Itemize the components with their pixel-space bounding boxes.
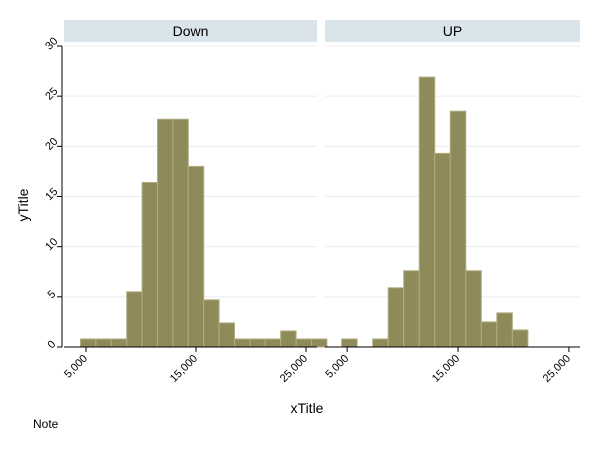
y-tick-label: 15: [43, 186, 60, 203]
histogram-bar: [172, 118, 189, 348]
x-axis-title: xTitle: [291, 400, 324, 416]
x-tick-label: 5,000: [62, 353, 90, 381]
histogram-bar: [249, 338, 266, 348]
panel-up: UP 5,000 15,000 25,000: [323, 20, 580, 385]
histogram-bar: [295, 338, 313, 348]
panel-strip: [325, 20, 580, 42]
x-tick-label: 15,000: [430, 353, 462, 385]
histogram-bar: [403, 270, 420, 348]
histogram-bar: [141, 181, 159, 348]
histogram-bar: [264, 338, 282, 348]
panel-down: Down 5,000 15,000 25,000: [62, 20, 328, 385]
histogram-bar: [95, 338, 112, 348]
x-tick-label: 15,000: [168, 353, 200, 385]
chart-note: Note: [33, 417, 59, 431]
histogram-bar: [480, 321, 498, 348]
histogram-bar: [387, 287, 405, 348]
panel-strip-label: Down: [173, 23, 209, 39]
histogram-bar: [372, 338, 389, 348]
histogram-bar: [280, 330, 297, 348]
histogram-bar: [418, 76, 436, 348]
x-tick-label: 25,000: [278, 353, 310, 385]
histogram-bar: [311, 338, 328, 348]
histogram-bar: [341, 338, 358, 348]
panel-strip-label: UP: [443, 23, 462, 39]
y-tick-label: 20: [43, 136, 60, 153]
histogram-bar: [234, 338, 251, 348]
histogram-bar: [511, 329, 529, 348]
y-tick-label: 5: [45, 288, 58, 301]
x-tick-label: 25,000: [541, 353, 573, 385]
histogram-bar: [496, 312, 513, 348]
panel-strip: [64, 20, 317, 42]
histogram-bar: [110, 338, 128, 348]
y-axis: 0 5 10 15 20 25 30: [43, 35, 63, 351]
histogram-bar: [449, 110, 467, 348]
y-tick-label: 10: [43, 236, 60, 253]
chart-panels: Down 5,000 15,000 25,000 UP 5,000 15,000 25,000: [62, 20, 580, 385]
histogram-bar: [218, 322, 236, 348]
histogram-bar: [434, 152, 451, 348]
histogram-bar: [80, 338, 97, 348]
x-tick-label: 5,000: [323, 353, 351, 381]
y-tick-label: 30: [43, 35, 60, 52]
y-tick-label: 0: [45, 338, 58, 351]
histogram-bar: [126, 291, 143, 348]
histogram-bar: [203, 299, 220, 348]
y-axis-title: yTitle: [15, 188, 31, 221]
histogram-bar: [465, 270, 482, 348]
histogram-bar: [187, 165, 205, 348]
y-tick-label: 25: [43, 85, 60, 102]
histogram-bar: [157, 118, 174, 348]
